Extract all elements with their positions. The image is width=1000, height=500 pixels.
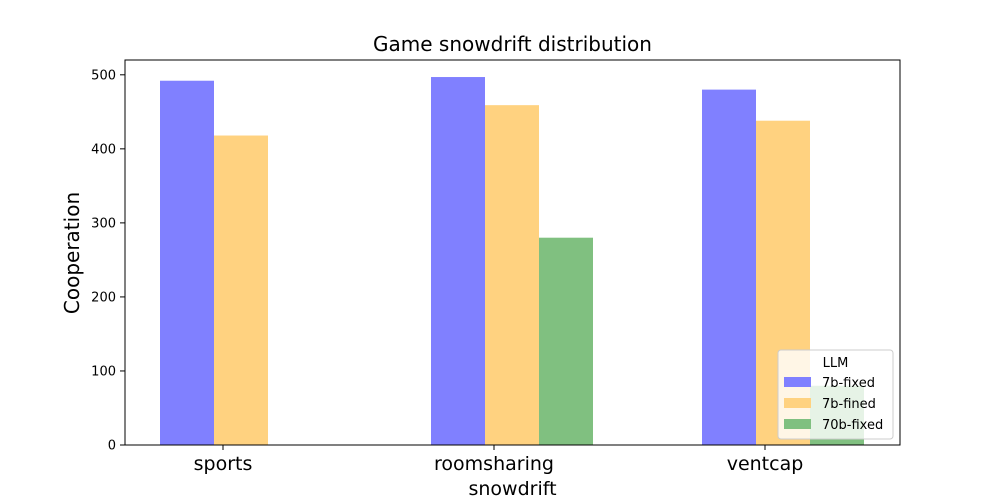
bar-70b-fixed-roomsharing xyxy=(539,237,593,445)
bar-7b-fixed-ventcap xyxy=(702,89,756,445)
bar-7b-fined-sports xyxy=(214,135,268,445)
y-tick-label: 100 xyxy=(91,364,116,379)
x-ticks-group: sports roomsharing ventcap xyxy=(194,445,804,475)
y-tick-label: 200 xyxy=(91,290,116,305)
bars-group xyxy=(160,77,864,446)
plot-frame xyxy=(124,59,901,446)
x-tick-label-sports: sports xyxy=(194,453,253,475)
bar-7b-fixed-roomsharing xyxy=(431,77,485,446)
chart-title: Game snowdrift distribution xyxy=(373,32,652,56)
bar-7b-fixed-sports xyxy=(160,80,214,445)
y-axis-label: Cooperation xyxy=(60,192,84,314)
legend-title: LLM xyxy=(823,356,849,371)
legend-label-7b-fined: 7b-fined xyxy=(822,397,876,412)
x-axis-label: snowdrift xyxy=(468,478,556,500)
legend: LLM 7b-fixed 7b-fined 70b-fixed xyxy=(777,349,894,440)
x-tick-label-roomsharing: roomsharing xyxy=(434,453,554,475)
legend-swatch-70b-fixed xyxy=(784,419,811,429)
y-ticks-group: 0 100 200 300 400 500 xyxy=(91,68,125,454)
legend-label-7b-fixed: 7b-fixed xyxy=(822,376,875,391)
y-tick-label: 300 xyxy=(91,216,116,231)
x-tick-label-ventcap: ventcap xyxy=(727,453,804,475)
legend-label-70b-fixed: 70b-fixed xyxy=(822,418,883,433)
legend-swatch-7b-fixed xyxy=(784,377,811,387)
y-tick-label: 0 xyxy=(108,439,116,454)
y-tick-label: 500 xyxy=(91,68,116,83)
legend-swatch-7b-fined xyxy=(784,398,811,408)
bar-7b-fined-roomsharing xyxy=(485,105,539,446)
y-tick-label: 400 xyxy=(91,142,116,157)
legend-box xyxy=(777,349,894,440)
